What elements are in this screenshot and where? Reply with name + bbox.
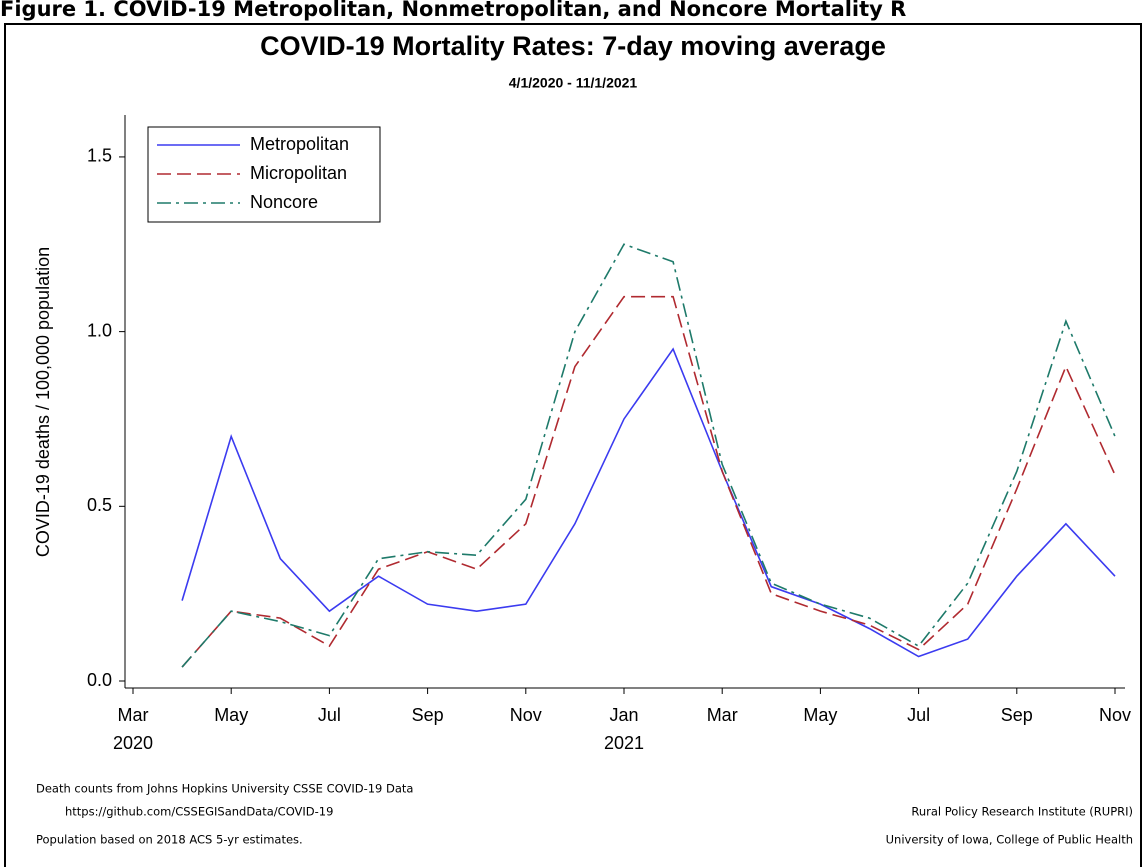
x-tick-label: Sep xyxy=(1001,705,1033,725)
x-year-label: 2020 xyxy=(113,733,153,753)
x-tick-label: Mar xyxy=(118,705,149,725)
y-tick-label: 1.5 xyxy=(87,146,112,166)
x-tick-label: Jan xyxy=(609,705,638,725)
legend-label: Metropolitan xyxy=(250,134,349,154)
note: Population based on 2018 ACS 5-yr estima… xyxy=(36,833,303,847)
x-tick-label: May xyxy=(803,705,837,725)
x-tick-label: Jul xyxy=(907,705,930,725)
series-line xyxy=(181,295,1116,668)
figure-frame xyxy=(4,23,1142,867)
chart-title: COVID-19 Mortality Rates: 7-day moving a… xyxy=(260,31,886,61)
legend-label: Micropolitan xyxy=(250,163,347,183)
legend-label: Noncore xyxy=(250,192,318,212)
x-tick-label: Sep xyxy=(412,705,444,725)
series-line xyxy=(181,243,1116,668)
note: https://github.com/CSSEGISandData/COVID-… xyxy=(65,805,333,819)
note: Death counts from Johns Hopkins Universi… xyxy=(36,782,413,796)
note: Rural Policy Research Institute (RUPRI) xyxy=(911,805,1133,819)
x-tick-label: Jul xyxy=(318,705,341,725)
y-tick-label: 0.0 xyxy=(87,670,112,690)
note: University of Iowa, College of Public He… xyxy=(886,833,1133,847)
x-tick-label: Nov xyxy=(1099,705,1131,725)
x-year-label: 2021 xyxy=(604,733,644,753)
y-tick-label: 1.0 xyxy=(87,320,112,340)
x-tick-label: Mar xyxy=(707,705,738,725)
x-tick-label: May xyxy=(214,705,248,725)
x-tick-label: Nov xyxy=(510,705,542,725)
series-line xyxy=(181,347,1116,658)
chart-subtitle: 4/1/2020 - 11/1/2021 xyxy=(509,75,638,91)
figure-header: Figure 1. COVID-19 Metropolitan, Nonmetr… xyxy=(0,0,906,21)
y-axis-label: COVID-19 deaths / 100,000 population xyxy=(33,247,53,557)
y-tick-label: 0.5 xyxy=(87,495,112,515)
